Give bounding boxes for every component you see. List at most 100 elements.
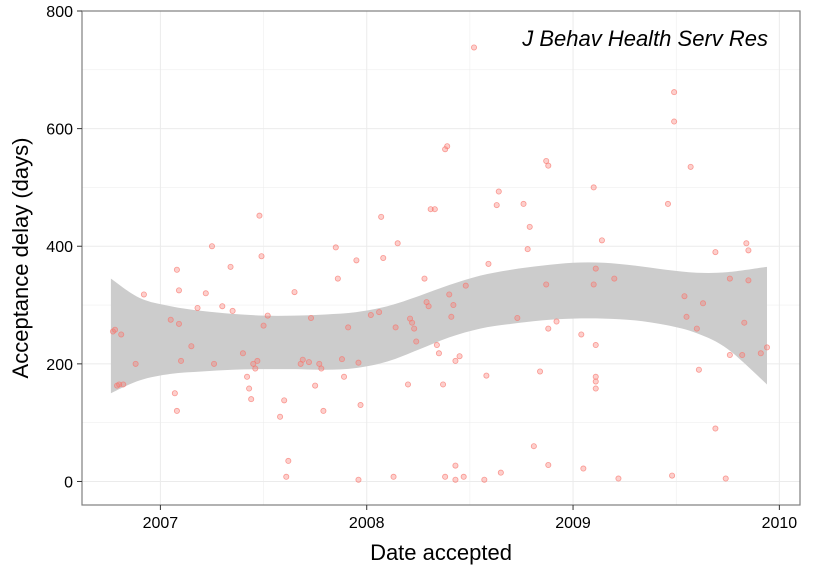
data-point [116,381,123,388]
data-point [452,476,459,483]
data-point [260,322,267,329]
data-point [739,352,746,359]
data-point [332,244,339,251]
data-point [537,368,544,375]
data-point [669,472,676,479]
data-point [722,475,729,482]
axes: 2007 2008 2009 2010 0 200 400 600 800 [46,4,797,532]
data-point [483,372,490,379]
data-point [227,263,234,270]
data-point [592,342,599,349]
data-point [254,357,261,364]
data-point [460,473,467,480]
data-point [726,275,733,282]
data-point [450,302,457,309]
data-point [357,402,364,409]
x-tick-label: 2010 [762,515,798,532]
data-point [592,265,599,272]
data-point [413,338,420,345]
data-point [664,200,671,207]
data-point [318,365,325,372]
data-point [178,357,185,364]
data-point [248,396,255,403]
data-point [120,381,127,388]
data-point [497,469,504,476]
scatter-points-layer [109,44,770,483]
data-point [244,373,251,380]
data-point [404,381,411,388]
data-point [743,240,750,247]
data-point [462,282,469,289]
data-point [355,476,362,483]
data-point [481,476,488,483]
data-point [741,319,748,326]
data-point [745,247,752,254]
data-point [526,223,533,230]
data-point [485,260,492,267]
data-point [671,89,678,96]
data-point [341,373,348,380]
data-point [392,324,399,331]
data-point [291,289,298,296]
data-point [246,385,253,392]
y-tick-label: 600 [46,122,73,139]
data-point [611,275,618,282]
data-point [229,307,236,314]
data-point [578,331,585,338]
data-point [514,314,521,321]
data-point [338,356,345,363]
data-point [695,366,702,373]
data-point [353,257,360,264]
data-point [256,212,263,219]
data-point [140,291,147,298]
data-point [421,275,428,282]
data-point [452,462,459,469]
data-point [681,293,688,300]
data-point [444,143,451,150]
data-point [173,407,180,414]
data-point [211,360,218,367]
data-point [173,266,180,273]
data-point [194,304,201,311]
data-point [202,290,209,297]
plot-frame [81,10,801,506]
data-point [671,118,678,125]
data-point [208,243,215,250]
data-point [440,381,447,388]
data-point [299,356,306,363]
data-point [442,473,449,480]
data-point [590,184,597,191]
data-point [334,275,341,282]
data-point [592,385,599,392]
data-point [320,407,327,414]
data-point [683,313,690,320]
data-point [390,473,397,480]
data-point [495,188,502,195]
y-tick-label: 800 [46,4,73,21]
data-point [277,413,284,420]
data-point [411,325,418,332]
data-point [219,303,226,310]
data-point [345,324,352,331]
y-axis-title: Acceptance delay (days) [8,138,33,379]
data-point [112,326,119,333]
data-point [380,254,387,261]
data-point [543,281,550,288]
data-point [745,277,752,284]
annotation-label: J Behav Health Serv Res [521,26,768,51]
data-point [545,325,552,332]
data-point [435,350,442,357]
x-axis-title: Date accepted [370,540,512,565]
data-point [590,281,597,288]
data-point [409,319,416,326]
data-point [239,350,246,357]
data-point [598,237,605,244]
data-point [726,352,733,359]
data-point [592,378,599,385]
data-point [427,206,434,213]
data-point [580,465,587,472]
confidence-band [110,262,767,394]
confidence-band-layer [110,262,767,394]
data-point [592,373,599,380]
